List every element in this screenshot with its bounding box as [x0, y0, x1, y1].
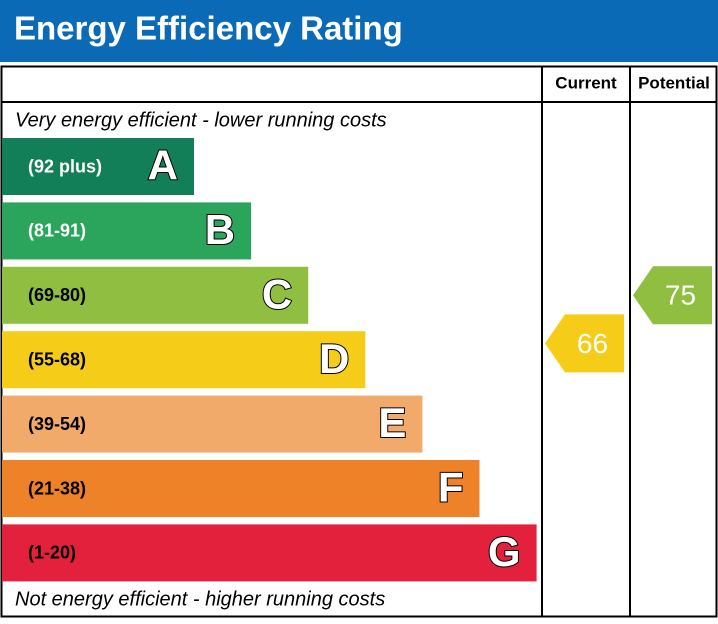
band-letter: F [438, 464, 464, 511]
top-note: Very energy efficient - lower running co… [15, 109, 387, 131]
col-header: Current [555, 73, 617, 92]
band-bar [2, 395, 423, 453]
band-letter: G [488, 528, 521, 575]
table-border [0, 65, 718, 618]
current-value: 66 [577, 328, 608, 359]
potential-arrow [633, 266, 712, 325]
band-range: (39-54) [28, 414, 86, 434]
band-letter: D [319, 335, 349, 382]
current-arrow [545, 314, 624, 373]
band-bar [2, 460, 480, 517]
col-header: Potential [638, 73, 710, 92]
header-title: Energy Efficiency Rating [14, 10, 403, 47]
band-letter: E [378, 399, 406, 446]
band-letter: C [262, 270, 292, 317]
potential-value: 75 [665, 280, 696, 311]
band-range: (69-80) [28, 285, 86, 305]
band-bar [2, 202, 252, 260]
band-range: (21-38) [28, 478, 86, 498]
band-bar [2, 524, 537, 582]
band-range: (81-91) [28, 221, 86, 241]
header-bar [0, 0, 718, 62]
bottom-note: Not energy efficient - higher running co… [15, 588, 385, 610]
band-range: (1-20) [28, 543, 76, 563]
band-range: (92 plus) [28, 156, 102, 176]
band-letter: B [205, 206, 235, 253]
band-letter: A [148, 142, 178, 189]
band-bar [2, 138, 194, 195]
band-range: (55-68) [28, 349, 86, 369]
band-bar [2, 331, 366, 389]
band-bar [2, 266, 309, 324]
